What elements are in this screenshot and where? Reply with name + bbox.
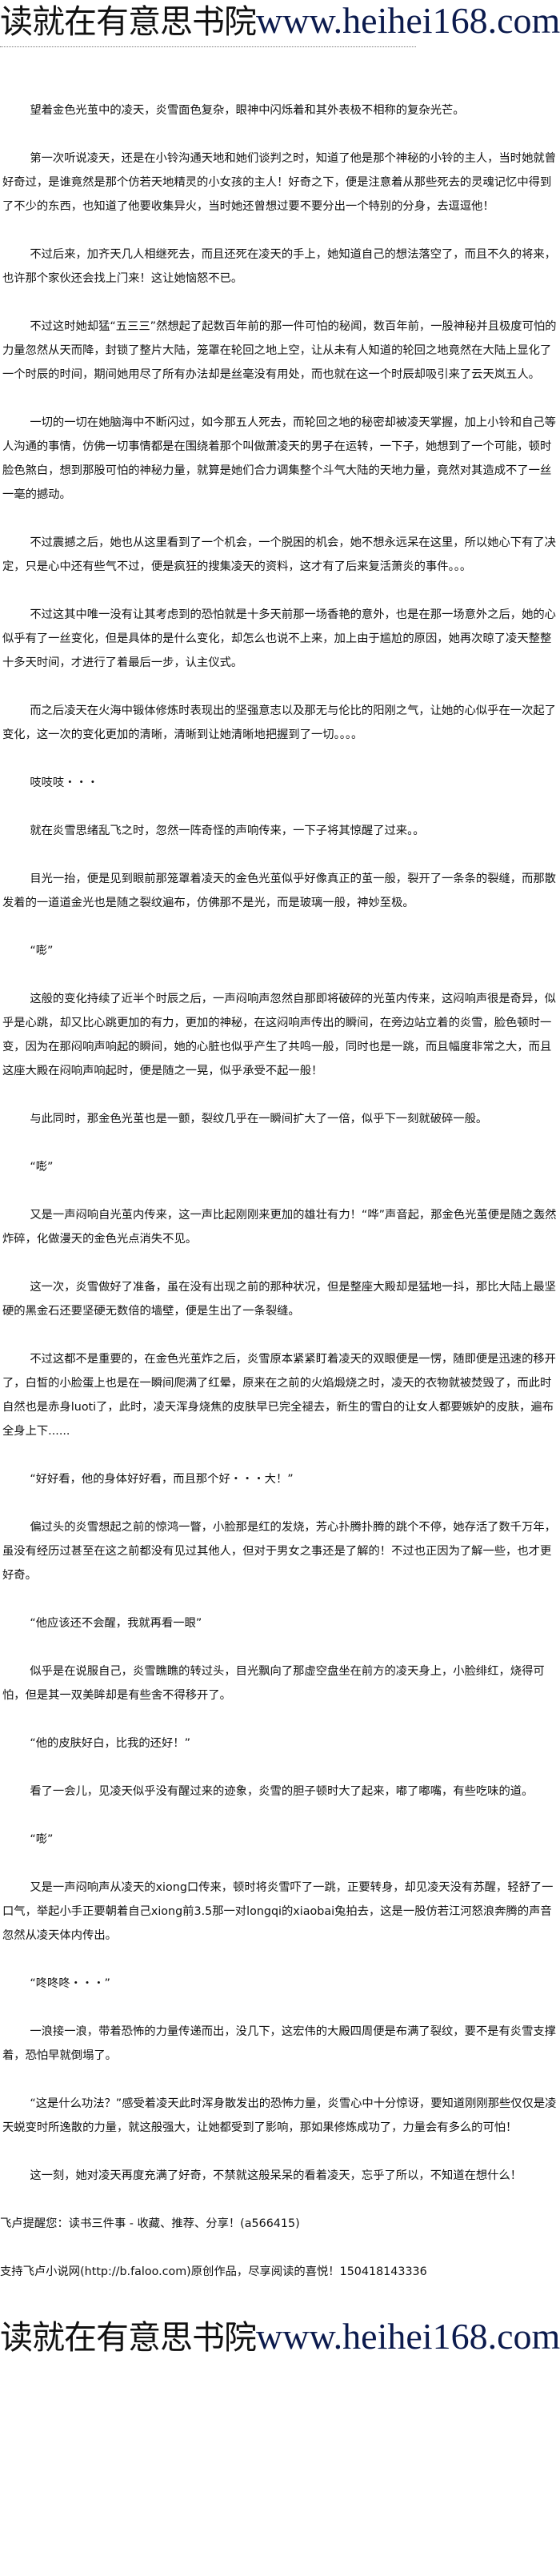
chapter-body: 望着金色光茧中的凌天，炎雪面色复杂，眼神中闪烁着和其外表极不相称的复杂光芒。第一…	[0, 98, 560, 2188]
paragraph: 而之后凌天在火海中锻体修炼时表现出的坚强意志以及那无与伦比的阳刚之气，让她的心似…	[2, 704, 556, 741]
paragraph: 望着金色光茧中的凌天，炎雪面色复杂，眼神中闪烁着和其外表极不相称的复杂光芒。	[30, 104, 465, 117]
paragraph: 看了一会儿，见凌天似乎没有醒过来的迹象，炎雪的胆子顿时大了起来，嘟了嘟嘴，有些吃…	[30, 1785, 534, 1798]
paragraph: 不过这都不是重要的，在金色光茧炸之后，炎雪原本紧紧盯着凌天的双眼便是一愣，随即便…	[2, 1353, 556, 1438]
paragraph: “好好看，他的身体好好看，而且那个好・・・大！”	[30, 1473, 294, 1486]
paragraph: “这是什么功法？”感受着凌天此时浑身散发出的恐怖力量，炎雪心中十分惊讶，要知道刚…	[2, 2097, 557, 2134]
paragraph: “嘭”	[30, 945, 54, 957]
paragraph: 一浪接一浪，带着恐怖的力量传递而出，没几下，这宏伟的大殿四周便是布满了裂纹，要不…	[2, 2025, 556, 2062]
paragraph: 一切的一切在她脑海中不断闪过，如今那五人死去，而轮回之地的秘密却被凌天掌握，加上…	[2, 416, 556, 501]
paragraph: 这一次，炎雪做好了准备，虽在没有出现之前的那种状况，但是整座大殿却是猛地一抖，那…	[2, 1281, 556, 1318]
paragraph: “嘭”	[30, 1833, 54, 1846]
site-banner-bottom: 读就在有意思书院www.heihei168.com	[0, 2316, 560, 2357]
paragraph: 不过震撼之后，她也从这里看到了一个机会，一个脱困的机会，她不想永远呆在这里，所以…	[2, 536, 556, 573]
paragraph: 这一刻，她对凌天再度充满了好奇，不禁就这般呆呆的看着凌天，忘乎了所以，不知道在想…	[30, 2169, 522, 2182]
paragraph: 目光一抬，便是见到眼前那笼罩着凌天的金色光茧似乎好像真正的茧一般，裂开了一条条的…	[2, 873, 556, 909]
paragraph: 就在炎雪思绪乱飞之时，忽然一阵奇怪的声响传来，一下子将其惊醒了过来。。	[30, 825, 425, 837]
paragraph: 又是一声闷响自光茧内传来，这一声比起刚刚来更加的雄壮有力！“哗”声音起，那金色光…	[2, 1209, 557, 1246]
paragraph: 不过后来，加齐天几人相继死去，而且还死在凌天的手上，她知道自己的想法落空了，而且…	[2, 248, 556, 285]
paragraph: 又是一声闷响声从凌天的xiong口传来，顿时将炎雪吓了一跳，正要转身，却见凌天没…	[2, 1881, 554, 1942]
paragraph: 不过这其中唯一没有让其考虑到的恐怕就是十多天前那一场香艳的意外，也是在那一场意外…	[2, 608, 556, 669]
footer-reminder: 飞卢提醒您：读书三件事 - 收藏、推荐、分享！(a566415)	[0, 2217, 300, 2230]
paragraph: 与此同时，那金色光茧也是一颤，裂纹几乎在一瞬间扩大了一倍，似乎下一刻就破碎一般。	[30, 1113, 488, 1125]
paragraph: “他的皮肤好白，比我的还好！”	[30, 1737, 190, 1750]
divider	[0, 46, 416, 47]
paragraph: “咚咚咚・・・”	[30, 1977, 110, 1990]
site-name: 读就在有意思书院	[0, 2318, 257, 2357]
paragraph: 似乎是在说服自己，炎雪瞧瞧的转过头，目光飘向了那虚空盘坐在前方的凌天身上，小脸绯…	[2, 1665, 545, 1702]
paragraph: 不过这时她却猛“五三三”然想起了起数百年前的那一件可怕的秘闻，数百年前，一股神秘…	[2, 320, 557, 381]
paragraph: “嘭”	[30, 1161, 54, 1174]
footer: 飞卢提醒您：读书三件事 - 收藏、推荐、分享！(a566415) 支持飞卢小说网…	[0, 2212, 560, 2284]
site-url[interactable]: www.heihei168.com	[256, 2316, 560, 2357]
paragraph: 这般的变化持续了近半个时辰之后，一声闷响声忽然自那即将破碎的光茧内传来，这闷响声…	[2, 993, 556, 1077]
site-banner-top: 读就在有意思书院www.heihei168.com	[0, 0, 560, 42]
site-name: 读就在有意思书院	[0, 2, 257, 41]
footer-support: 支持飞卢小说网(http://b.faloo.com)原创作品，尽享阅读的喜悦！…	[0, 2265, 427, 2278]
paragraph: 吱吱吱・・・	[30, 776, 99, 789]
paragraph: “他应该还不会醒，我就再看一眼”	[30, 1617, 202, 1630]
paragraph: 偏过头的炎雪想起之前的惊鸿一瞥，小脸那是红的发烧，芳心扑腾扑腾的跳个不停，她存活…	[2, 1521, 556, 1582]
site-url[interactable]: www.heihei168.com	[256, 0, 560, 41]
paragraph: 第一次听说凌天，还是在小铃沟通天地和她们谈判之时，知道了他是那个神秘的小铃的主人…	[2, 152, 556, 213]
